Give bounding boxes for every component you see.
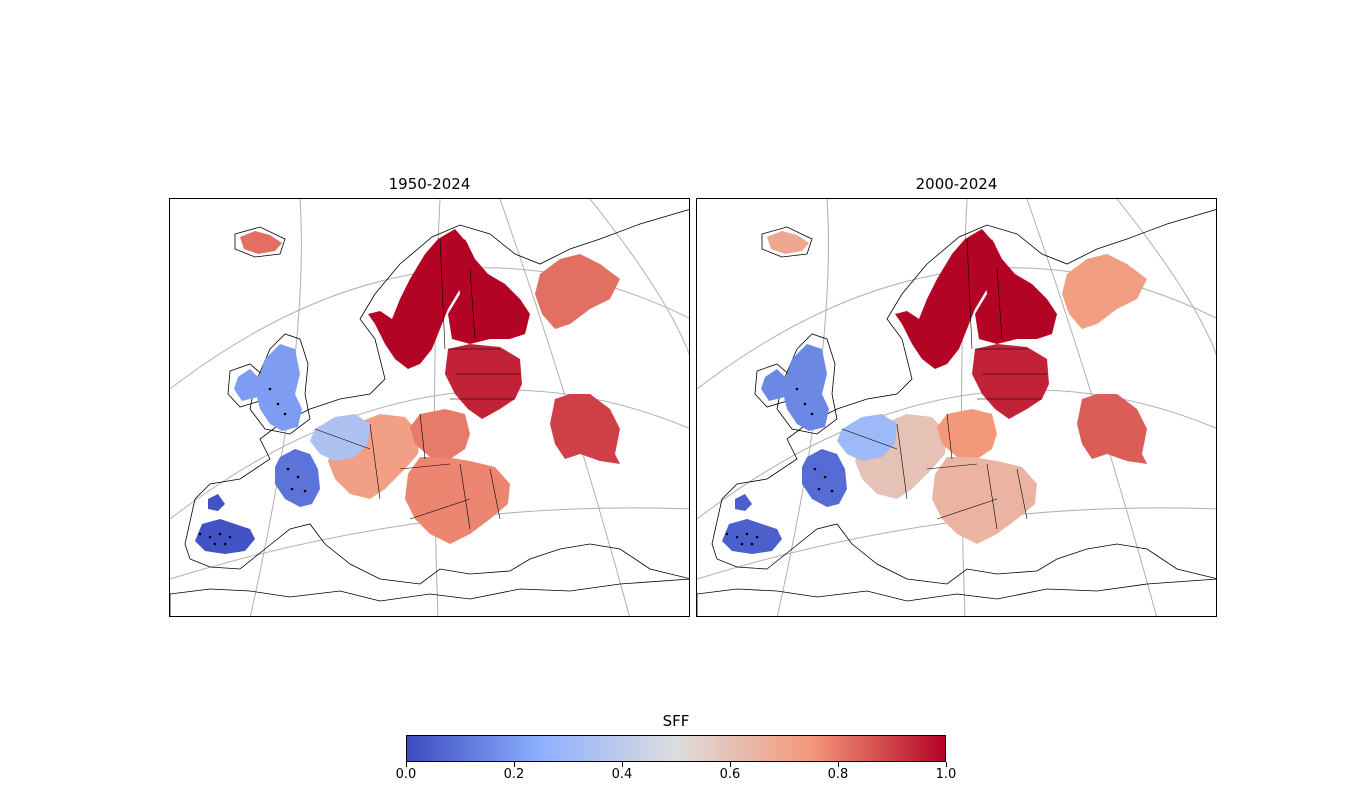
- significance-dot: [740, 542, 744, 546]
- colorbar-label: SFF: [662, 712, 690, 730]
- region-baltics: [445, 344, 522, 419]
- country-border: [936, 498, 998, 520]
- colorbar-tick-label: 0.4: [611, 767, 633, 782]
- country-border: [419, 413, 426, 460]
- significance-dot: [817, 487, 821, 491]
- region-spain: [722, 494, 782, 554]
- panel-title-right: 2000-2024: [915, 175, 998, 193]
- graticule-line: [589, 199, 689, 356]
- region-british-isles: [234, 344, 302, 431]
- region-benelux: [837, 414, 897, 461]
- panel-title-left: 1950-2024: [388, 175, 471, 193]
- significance-dot: [303, 489, 307, 493]
- coastline: [761, 226, 813, 258]
- coastline: [170, 578, 689, 616]
- significance-dot: [755, 535, 759, 539]
- significance-dot: [283, 412, 287, 416]
- significance-dot: [198, 532, 202, 536]
- significance-dot: [745, 532, 749, 536]
- significance-dot: [296, 475, 300, 479]
- significance-dot: [223, 542, 227, 546]
- map-panel-left: [169, 198, 690, 617]
- significance-dot: [290, 487, 294, 491]
- significance-dot: [830, 489, 834, 493]
- significance-dot: [810, 412, 814, 416]
- country-border: [896, 423, 908, 500]
- graticule-line: [170, 389, 689, 520]
- country-border: [469, 268, 476, 340]
- graticule-line: [697, 389, 1216, 520]
- colorbar: [406, 735, 946, 762]
- coastline: [697, 578, 1216, 616]
- europe-map-left: [170, 199, 689, 616]
- region-northern-russia: [535, 254, 620, 329]
- region-baltics: [972, 344, 1049, 419]
- colorbar-tick-label: 0.2: [503, 767, 525, 782]
- region-iceland: [240, 231, 282, 254]
- country-border: [439, 238, 446, 350]
- colorbar-tick: [406, 762, 407, 767]
- region-poland: [410, 409, 470, 459]
- significance-dot: [276, 402, 280, 406]
- region-southern-russia: [550, 394, 620, 464]
- region-poland: [937, 409, 997, 459]
- country-border: [926, 463, 978, 470]
- significance-dot: [228, 535, 232, 539]
- coastline: [776, 333, 838, 435]
- colorbar-tick-label: 0.8: [827, 767, 849, 782]
- colorbar-tick: [838, 762, 839, 767]
- country-border: [399, 463, 451, 470]
- significance-dot: [218, 532, 222, 536]
- country-border: [946, 413, 953, 460]
- coastline: [184, 209, 689, 585]
- significance-dot: [735, 535, 739, 539]
- country-border: [841, 428, 898, 450]
- significance-dot: [208, 535, 212, 539]
- colorbar-tick-label: 0.6: [719, 767, 741, 782]
- region-southern-russia: [1077, 394, 1147, 464]
- country-border: [369, 423, 381, 500]
- significance-dot: [213, 542, 217, 546]
- graticule-line: [1116, 199, 1216, 356]
- colorbar-tick: [946, 762, 947, 767]
- significance-dot: [268, 387, 272, 391]
- significance-dot: [750, 542, 754, 546]
- europe-map-right: [697, 199, 1216, 616]
- coastline: [711, 209, 1216, 585]
- country-border: [986, 463, 998, 530]
- region-carpathian-basin: [932, 457, 1037, 544]
- region-carpathian-basin: [405, 457, 510, 544]
- country-border: [409, 498, 471, 520]
- significance-dot: [813, 467, 817, 471]
- region-finland: [448, 239, 530, 344]
- colorbar-tick: [730, 762, 731, 767]
- country-border: [996, 268, 1003, 340]
- coastline: [234, 226, 286, 258]
- map-panel-right: [696, 198, 1217, 617]
- country-border: [459, 463, 471, 530]
- region-iceland: [767, 231, 809, 254]
- colorbar-tick: [622, 762, 623, 767]
- significance-dot: [795, 387, 799, 391]
- colorbar-tick-label: 1.0: [935, 767, 957, 782]
- country-border: [314, 428, 371, 450]
- region-scandinavia: [895, 229, 997, 369]
- country-border: [966, 238, 973, 350]
- significance-dot: [286, 467, 290, 471]
- country-border: [1016, 468, 1028, 520]
- country-border: [489, 468, 501, 520]
- significance-dot: [725, 532, 729, 536]
- region-british-isles: [761, 344, 829, 431]
- region-spain: [195, 494, 255, 554]
- significance-dot: [823, 475, 827, 479]
- coastline: [249, 333, 311, 435]
- region-northern-russia: [1062, 254, 1147, 329]
- region-finland: [975, 239, 1057, 344]
- significance-dot: [803, 402, 807, 406]
- region-scandinavia: [368, 229, 470, 369]
- colorbar-tick-label: 0.0: [395, 767, 417, 782]
- region-benelux: [310, 414, 370, 461]
- colorbar-tick: [514, 762, 515, 767]
